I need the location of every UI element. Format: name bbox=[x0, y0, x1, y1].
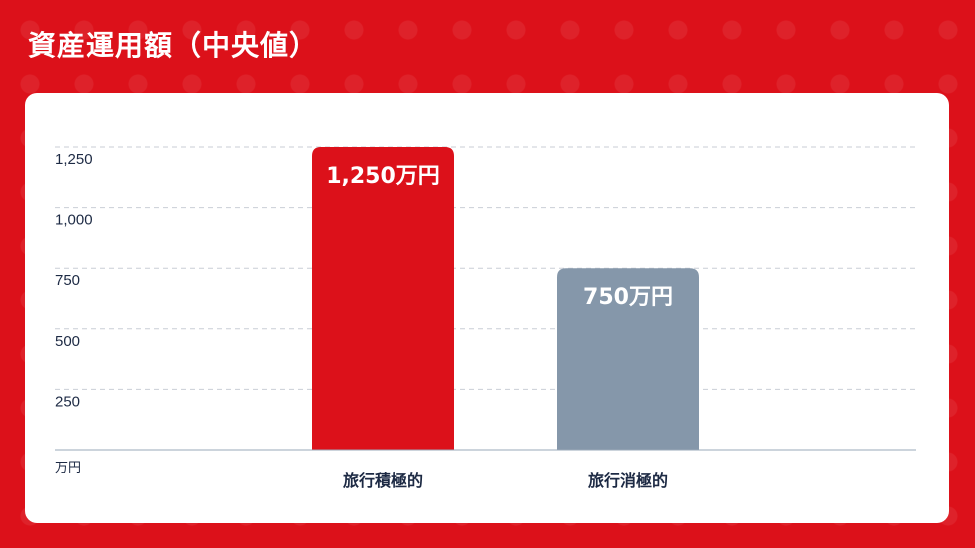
bar-1 bbox=[312, 147, 454, 450]
chart-card: 250 500 750 1,000 1,250 1,250万円 750万円 万円 旅行積極… bbox=[25, 93, 949, 523]
y-tick-label: 500 bbox=[55, 333, 80, 350]
category-label: 旅行積極的 bbox=[343, 471, 423, 490]
bar-chart: 250 500 750 1,000 1,250 1,250万円 750万円 万円 旅行積極… bbox=[55, 146, 916, 490]
y-tick-label: 750 bbox=[55, 272, 80, 289]
page-title: 資産運用額（中央値） bbox=[28, 29, 319, 62]
y-axis-ticks: 250 500 750 1,000 1,250 bbox=[55, 151, 93, 410]
bar-value-label: 750万円 bbox=[583, 285, 673, 310]
y-tick-label: 1,000 bbox=[55, 212, 93, 229]
y-tick-label: 1,250 bbox=[55, 151, 93, 168]
y-axis-unit-label: 万円 bbox=[55, 461, 81, 476]
bar-value-label: 1,250万円 bbox=[326, 164, 440, 189]
grid-lines bbox=[55, 146, 916, 390]
category-label: 旅行消極的 bbox=[588, 471, 668, 490]
bar-2 bbox=[557, 268, 699, 450]
category-labels: 旅行積極的 旅行消極的 bbox=[343, 471, 668, 490]
bars: 1,250万円 750万円 bbox=[312, 147, 699, 450]
y-tick-label: 250 bbox=[55, 393, 80, 410]
